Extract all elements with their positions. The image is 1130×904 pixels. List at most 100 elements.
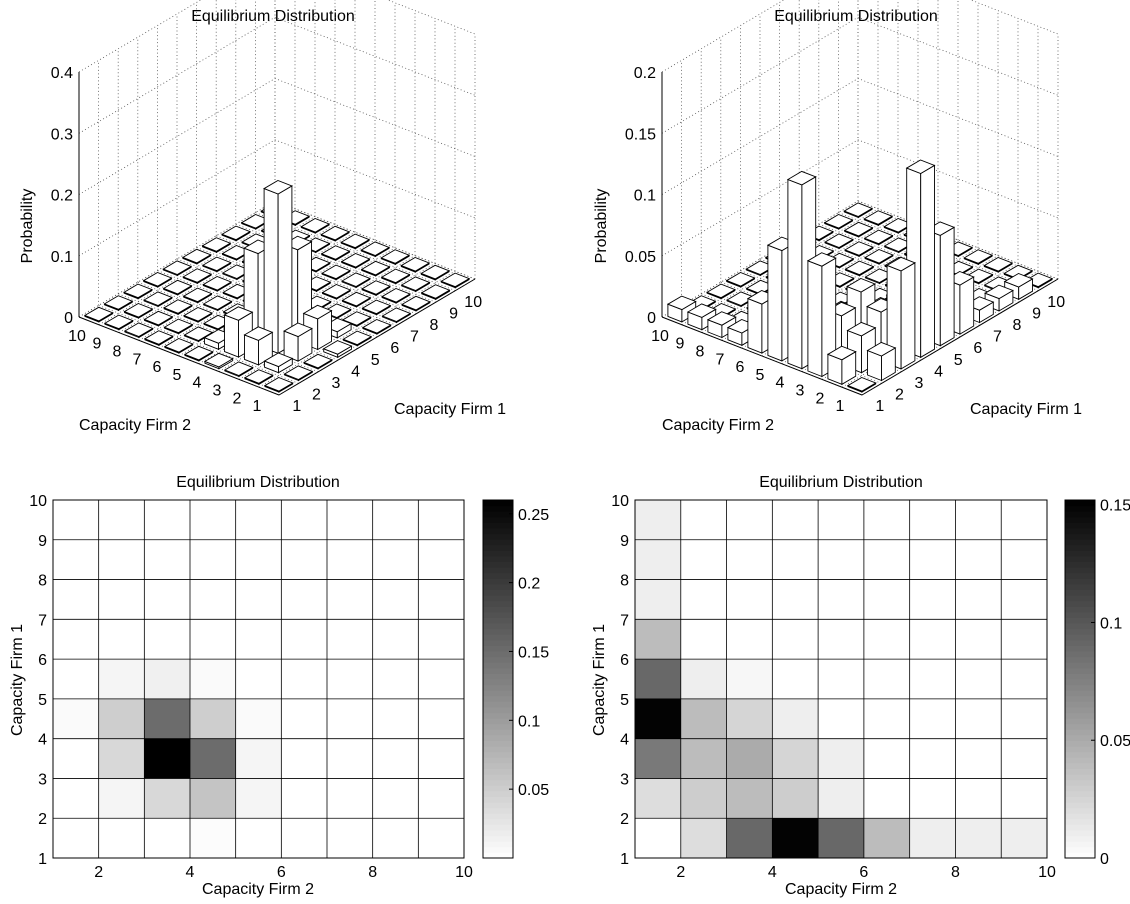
colorbar-segment <box>1065 790 1095 797</box>
y-tick-label: 2 <box>233 390 242 407</box>
colorbar-segment <box>1065 718 1095 725</box>
bar <box>202 276 233 292</box>
heatmap-cell <box>863 500 910 540</box>
bar-top <box>844 260 875 276</box>
bar-top <box>103 314 134 330</box>
y-axis-label: Capacity Firm 2 <box>662 417 774 434</box>
bar-face <box>959 276 975 335</box>
bar-top <box>202 295 233 310</box>
bar-top <box>283 365 314 380</box>
bar-top <box>823 214 854 229</box>
bar-top <box>844 241 874 256</box>
heatmap-cell <box>144 659 190 699</box>
y-tick-label: 9 <box>38 533 47 550</box>
bar-top <box>321 264 351 280</box>
heatmap-cell <box>1001 579 1047 620</box>
colorbar-segment <box>1065 746 1095 753</box>
colorbar-segment <box>1065 611 1095 618</box>
grid-line <box>721 224 919 341</box>
y-tick-label: 1 <box>836 398 845 415</box>
heatmap-cell <box>863 818 910 858</box>
colorbar-segment <box>483 623 513 630</box>
heatmap-cell <box>772 738 819 779</box>
heatmap-cell <box>635 818 681 858</box>
bar <box>400 276 431 293</box>
bar-top <box>843 221 874 237</box>
y-tick-label: 3 <box>38 771 47 788</box>
x-tick-label: 8 <box>951 864 960 881</box>
grid-line <box>258 270 456 388</box>
heatmap-cell <box>372 659 419 699</box>
grid-line <box>98 305 299 384</box>
y-tick-label: 5 <box>756 367 765 384</box>
heatmap-cell <box>98 659 145 699</box>
grid-line <box>661 200 859 318</box>
heatmap-cell <box>327 579 373 620</box>
bar-top <box>123 283 153 299</box>
bar-top <box>420 264 451 280</box>
bar-top <box>806 252 837 267</box>
grid-line <box>218 255 416 372</box>
grid-line <box>661 78 1059 195</box>
heatmap-cell <box>1001 619 1047 660</box>
grid-line <box>274 200 476 280</box>
bar-top <box>360 260 391 276</box>
bar <box>360 260 391 277</box>
colorbar-tick-label: 0.15 <box>1100 498 1130 515</box>
heatmap-cell <box>863 659 910 699</box>
x-axis-label: Capacity Firm 2 <box>785 881 897 898</box>
grid-line <box>78 78 476 195</box>
grid-line <box>701 216 899 333</box>
heatmap-cell <box>726 738 773 779</box>
heatmap-cell <box>418 579 464 620</box>
heatmap-cell <box>372 698 419 739</box>
heatmap-cell <box>726 539 773 580</box>
bar-top <box>341 311 372 326</box>
z-axis-label: Probability <box>19 189 36 264</box>
heatmap-cell <box>235 619 282 660</box>
heatmap-cell <box>281 500 327 540</box>
colorbar-segment <box>483 539 513 546</box>
y-tick-label: 8 <box>696 344 705 361</box>
heatmap-cell <box>818 539 864 580</box>
grid-line <box>741 231 939 349</box>
colorbar-tick-label: 0.05 <box>1100 733 1130 750</box>
colorbar-segment <box>483 729 513 736</box>
bar-top <box>322 340 353 355</box>
heatmap-cell <box>418 539 464 580</box>
bar <box>223 361 254 378</box>
bar-top <box>1003 273 1034 288</box>
heatmap-cell <box>144 619 190 660</box>
x-tick-label: 9 <box>1032 305 1041 322</box>
grid-line <box>681 208 879 326</box>
chart-title: Equilibrium Distribution <box>759 474 923 491</box>
bar-top <box>183 345 214 361</box>
heatmap-cell <box>909 619 956 660</box>
bar <box>823 214 854 230</box>
y-tick-label: 2 <box>38 811 47 828</box>
z-tick-label: 0 <box>647 310 656 327</box>
heatmap-cell <box>680 619 727 660</box>
colorbar-segment <box>483 706 513 714</box>
heatmap-cell <box>772 500 819 540</box>
colorbar-frame <box>1064 499 1096 859</box>
z-tick-label: 0.05 <box>625 249 656 266</box>
colorbar-segment <box>1065 830 1095 837</box>
y-tick-label: 10 <box>29 493 47 510</box>
grid-line <box>821 263 1019 380</box>
heatmap-cell <box>955 500 1002 540</box>
heatmap-cell <box>235 778 282 819</box>
x-tick-label: 5 <box>954 352 963 369</box>
heatmap-cell <box>53 698 99 739</box>
bar-top <box>143 291 173 306</box>
x-axis-label: Capacity Firm 1 <box>394 401 506 418</box>
x-tick-label: 8 <box>1013 317 1022 334</box>
bar <box>361 280 391 297</box>
bar-top <box>863 229 894 245</box>
bar-top <box>340 233 371 249</box>
colorbar-segment <box>1065 673 1095 680</box>
bar-top <box>302 304 333 320</box>
bar-face <box>263 187 279 354</box>
x-tick-label: 8 <box>368 864 377 881</box>
grid-line <box>838 212 1039 291</box>
